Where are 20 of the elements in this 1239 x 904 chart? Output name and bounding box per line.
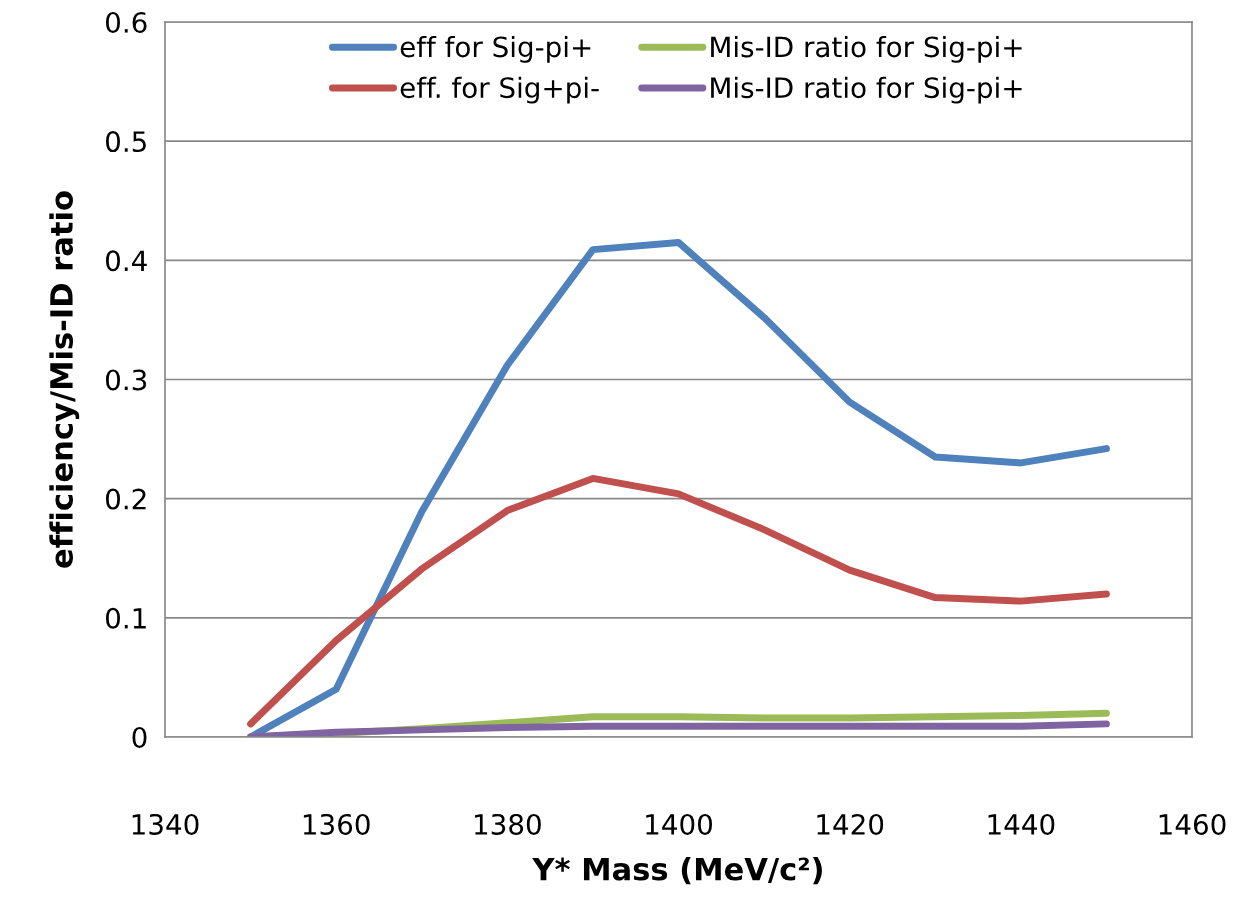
y-tick-label: 0.2 xyxy=(105,488,146,510)
x-tick-label: 1460 xyxy=(1159,813,1226,835)
y-tick-label: 0.1 xyxy=(105,607,146,629)
legend-label: Mis-ID ratio for Sig-pi+ xyxy=(711,76,1022,104)
y-tick-label: 0.6 xyxy=(105,11,147,33)
legend-label: Mis-ID ratio for Sig-pi+ xyxy=(711,35,1022,63)
x-tick-label: 1420 xyxy=(817,813,884,835)
x-tick-label: 1340 xyxy=(132,813,199,835)
x-tick-label: 1400 xyxy=(646,813,712,835)
x-tick-label: 1440 xyxy=(988,813,1055,835)
y-tick-label: 0.3 xyxy=(105,369,147,391)
legend-label: eff for Sig-pi+ xyxy=(400,35,591,63)
y-tick-label: 0.4 xyxy=(105,250,147,272)
legend-label: eff. for Sig+pi- xyxy=(400,76,599,104)
x-tick-label: 1380 xyxy=(475,813,541,835)
x-tick-label: 1360 xyxy=(303,813,370,835)
y-axis-title: efficiency/Mis-ID ratio xyxy=(49,191,80,568)
y-tick-label: 0.5 xyxy=(105,131,146,153)
x-axis-title: Y* Mass (MeV/c²) xyxy=(532,856,822,885)
y-tick-label: 0 xyxy=(132,726,147,748)
